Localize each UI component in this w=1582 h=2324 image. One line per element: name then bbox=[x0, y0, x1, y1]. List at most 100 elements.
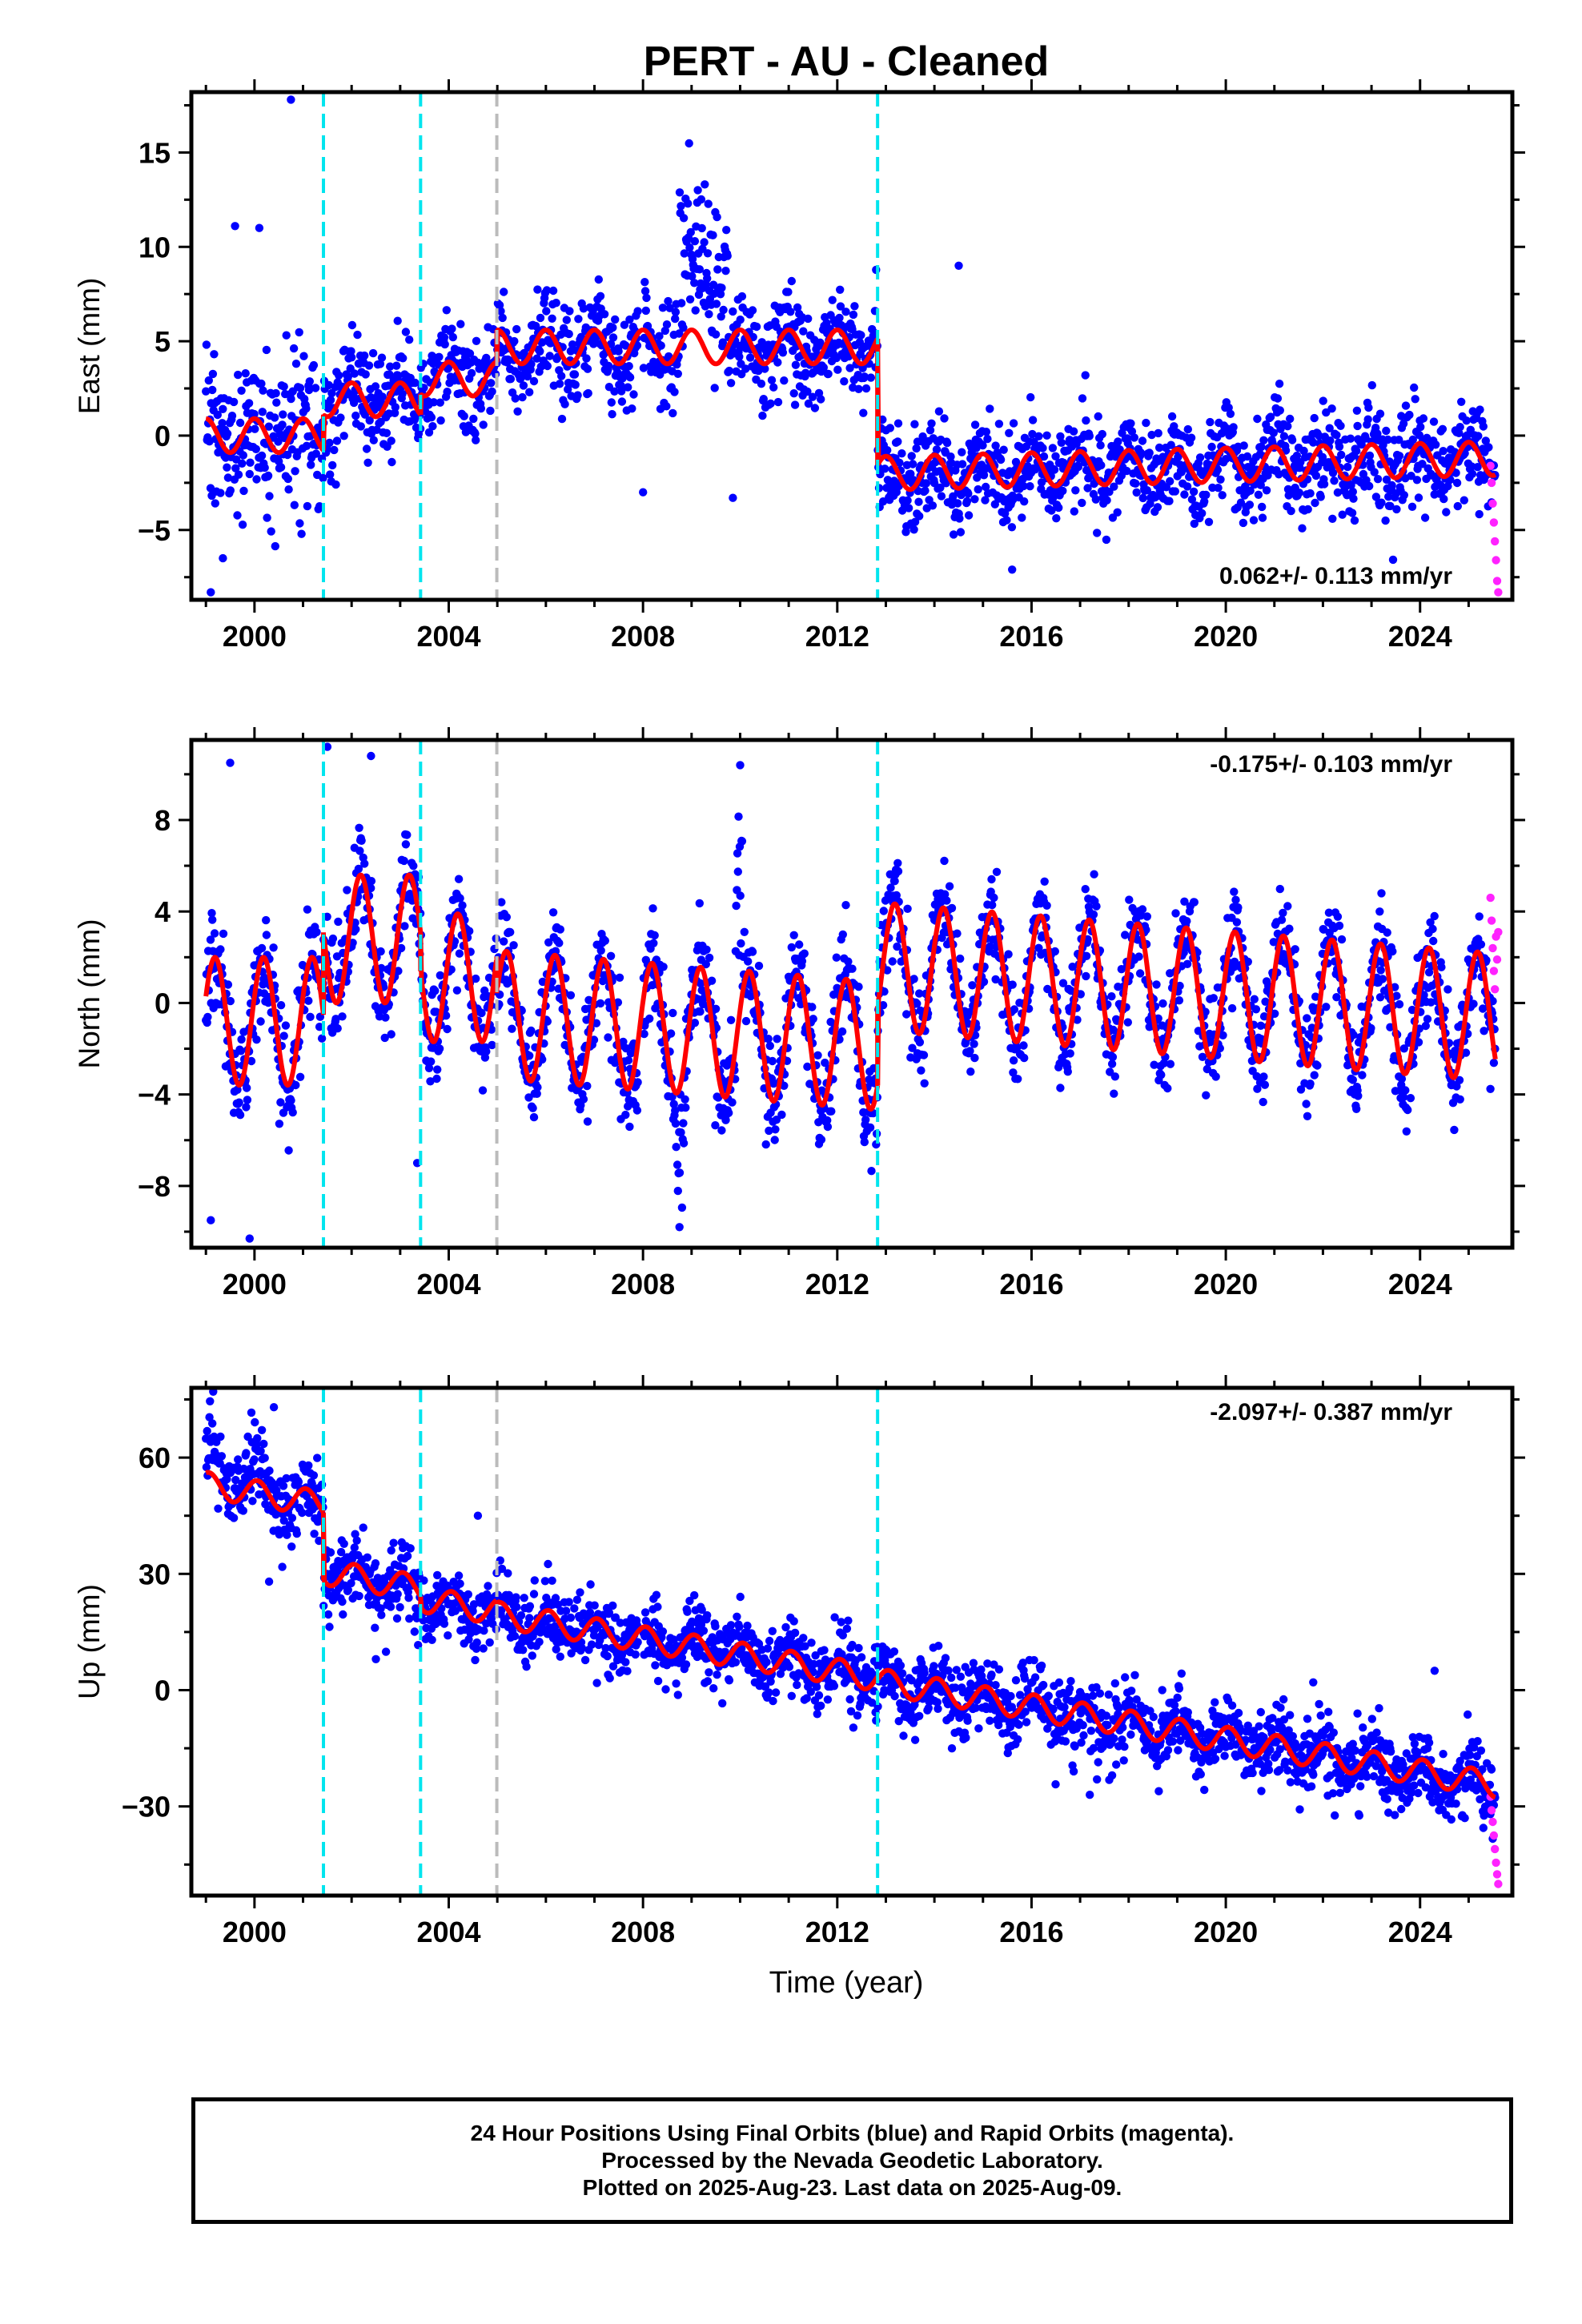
final-orbit-point bbox=[1004, 950, 1013, 959]
final-orbit-point bbox=[1042, 901, 1051, 911]
final-orbit-point bbox=[1352, 446, 1361, 456]
final-orbit-point bbox=[1392, 991, 1401, 1000]
final-orbit-point bbox=[557, 414, 567, 424]
final-orbit-point bbox=[613, 998, 623, 1007]
final-orbit-point bbox=[233, 1085, 242, 1095]
final-orbit-point bbox=[479, 420, 488, 429]
final-orbit-point bbox=[1050, 947, 1060, 956]
final-orbit-point bbox=[1182, 482, 1192, 491]
final-orbit-point bbox=[1126, 419, 1135, 428]
y-tick-label: −4 bbox=[138, 1079, 171, 1112]
final-orbit-point bbox=[962, 497, 972, 506]
final-orbit-point bbox=[1438, 424, 1447, 433]
final-orbit-point bbox=[954, 261, 963, 270]
final-orbit-point bbox=[1174, 452, 1182, 461]
final-orbit-point bbox=[942, 479, 950, 488]
final-orbit-point bbox=[469, 414, 478, 424]
final-orbit-point bbox=[371, 1623, 379, 1632]
final-orbit-point bbox=[1332, 993, 1341, 1002]
final-orbit-point bbox=[1037, 478, 1046, 487]
final-orbit-point bbox=[716, 290, 725, 299]
final-orbit-point bbox=[988, 900, 997, 910]
final-orbit-point bbox=[639, 364, 648, 372]
final-orbit-point bbox=[624, 362, 633, 371]
final-orbit-point bbox=[1386, 501, 1395, 511]
final-orbit-point bbox=[319, 473, 327, 483]
final-orbit-point bbox=[1408, 435, 1418, 444]
final-orbit-point bbox=[741, 1016, 751, 1026]
final-orbit-point bbox=[1443, 481, 1452, 491]
final-orbit-point bbox=[919, 1051, 929, 1059]
final-orbit-point bbox=[347, 1578, 355, 1588]
final-orbit-point bbox=[1013, 1043, 1022, 1052]
final-orbit-point bbox=[542, 286, 552, 295]
final-orbit-point bbox=[970, 495, 979, 504]
x-tick-label: 2024 bbox=[1388, 620, 1452, 653]
final-orbit-point bbox=[1325, 424, 1334, 432]
final-orbit-point bbox=[675, 329, 684, 338]
final-orbit-point bbox=[202, 340, 211, 349]
final-orbit-point bbox=[835, 313, 844, 323]
final-orbit-point bbox=[1343, 1061, 1352, 1070]
final-orbit-point bbox=[289, 344, 299, 353]
final-orbit-point bbox=[711, 330, 721, 339]
final-orbit-point bbox=[259, 1439, 268, 1449]
final-orbit-point bbox=[1399, 491, 1409, 500]
final-orbit-point bbox=[1028, 416, 1038, 424]
final-orbit-point bbox=[229, 397, 239, 407]
final-orbit-point bbox=[697, 223, 706, 233]
final-orbit-point bbox=[1375, 409, 1385, 418]
final-orbit-point bbox=[608, 333, 618, 342]
final-orbit-point bbox=[1008, 980, 1017, 989]
final-orbit-point bbox=[1200, 497, 1209, 506]
final-orbit-point bbox=[432, 1007, 440, 1016]
final-orbit-point bbox=[1456, 423, 1464, 432]
final-orbit-point bbox=[722, 226, 731, 235]
model-fit-line bbox=[204, 416, 326, 456]
final-orbit-point bbox=[305, 1498, 314, 1506]
final-orbit-point bbox=[247, 1056, 256, 1066]
final-orbit-point bbox=[810, 404, 820, 412]
final-orbit-point bbox=[932, 445, 942, 454]
final-orbit-point bbox=[767, 376, 777, 384]
final-orbit-point bbox=[392, 1614, 402, 1623]
final-orbit-point bbox=[1009, 419, 1018, 428]
final-orbit-point bbox=[1092, 902, 1101, 911]
final-orbit-point bbox=[1175, 981, 1184, 991]
final-orbit-point bbox=[816, 338, 825, 347]
final-orbit-point bbox=[850, 302, 859, 311]
final-orbit-point bbox=[536, 347, 544, 356]
final-orbit-point bbox=[1480, 1027, 1488, 1035]
final-orbit-point bbox=[386, 1602, 396, 1611]
final-orbit-point bbox=[548, 314, 556, 323]
final-orbit-point bbox=[223, 1474, 231, 1484]
final-orbit-point bbox=[1336, 421, 1345, 430]
final-orbit-point bbox=[745, 353, 755, 362]
final-orbit-point bbox=[1423, 1015, 1432, 1023]
final-orbit-point bbox=[1479, 422, 1488, 431]
final-orbit-point bbox=[511, 394, 520, 403]
final-orbit-point bbox=[1401, 1086, 1410, 1095]
final-orbit-point bbox=[315, 502, 324, 511]
final-orbit-point bbox=[710, 384, 719, 392]
final-orbit-point bbox=[424, 1063, 434, 1073]
final-orbit-point bbox=[242, 1103, 251, 1112]
final-orbit-point bbox=[1166, 1059, 1175, 1068]
final-orbit-point bbox=[1211, 1072, 1220, 1081]
final-orbit-point bbox=[231, 1475, 240, 1485]
final-orbit-point bbox=[915, 512, 924, 521]
final-orbit-point bbox=[435, 352, 444, 361]
final-orbit-point bbox=[1214, 484, 1223, 493]
final-orbit-point bbox=[271, 541, 279, 551]
final-orbit-point bbox=[836, 285, 845, 294]
final-orbit-point bbox=[1310, 413, 1319, 423]
final-orbit-point bbox=[367, 751, 375, 761]
final-orbit-point bbox=[729, 493, 737, 502]
final-orbit-point bbox=[1040, 877, 1049, 887]
final-orbit-point bbox=[400, 856, 408, 866]
final-orbit-point bbox=[456, 894, 464, 903]
final-orbit-point bbox=[1166, 440, 1175, 449]
final-orbit-point bbox=[1002, 516, 1011, 525]
final-orbit-point bbox=[1251, 1005, 1261, 1014]
final-orbit-point bbox=[1419, 414, 1428, 423]
